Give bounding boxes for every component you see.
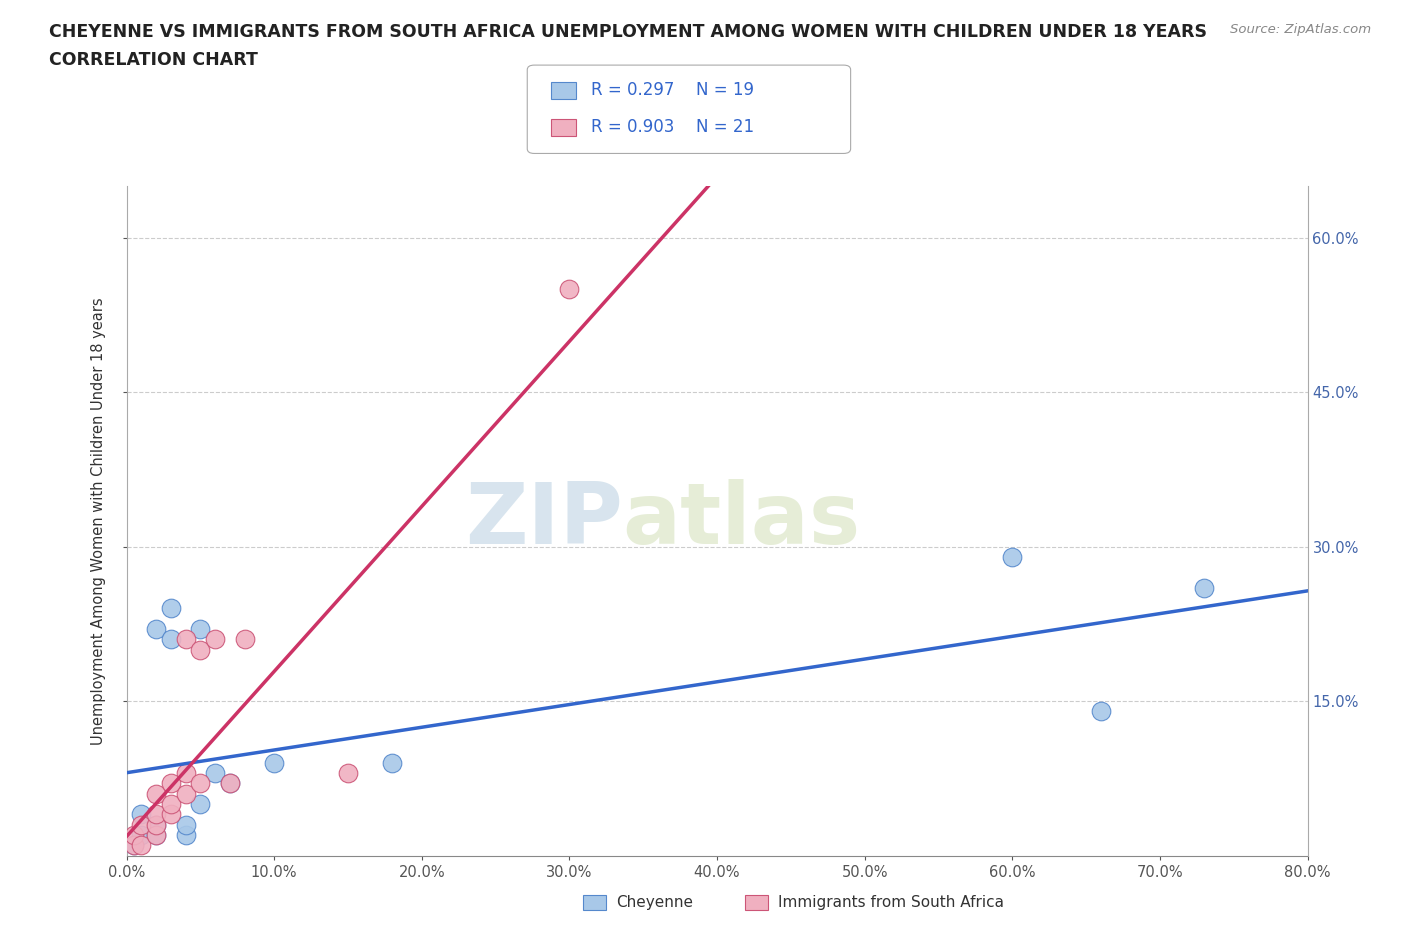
Point — [159, 797, 183, 812]
Point — [219, 776, 242, 790]
Point — [159, 601, 183, 616]
Point — [174, 765, 197, 780]
Point — [188, 797, 211, 812]
Point — [145, 787, 167, 802]
Y-axis label: Unemployment Among Women with Children Under 18 years: Unemployment Among Women with Children U… — [91, 297, 107, 745]
Point — [188, 621, 211, 636]
Text: R = 0.297: R = 0.297 — [591, 81, 673, 100]
Point — [122, 828, 145, 843]
Text: Immigrants from South Africa: Immigrants from South Africa — [778, 895, 1004, 910]
Point — [145, 621, 167, 636]
Point — [188, 776, 211, 790]
Point — [159, 631, 183, 646]
Point — [174, 787, 197, 802]
Point — [188, 642, 211, 657]
Point — [145, 807, 167, 822]
Point — [219, 776, 242, 790]
Point — [129, 838, 153, 853]
Point — [145, 817, 167, 832]
Point — [233, 631, 256, 646]
Point — [122, 838, 145, 853]
Text: N = 19: N = 19 — [696, 81, 754, 100]
Point — [1192, 580, 1215, 595]
Point — [145, 828, 167, 843]
Text: Source: ZipAtlas.com: Source: ZipAtlas.com — [1230, 23, 1371, 36]
Point — [381, 755, 404, 770]
Text: CHEYENNE VS IMMIGRANTS FROM SOUTH AFRICA UNEMPLOYMENT AMONG WOMEN WITH CHILDREN : CHEYENNE VS IMMIGRANTS FROM SOUTH AFRICA… — [49, 23, 1208, 41]
Point — [129, 817, 153, 832]
Point — [174, 828, 197, 843]
Text: CORRELATION CHART: CORRELATION CHART — [49, 51, 259, 69]
Point — [129, 807, 153, 822]
Text: ZIP: ZIP — [465, 479, 623, 563]
Point — [174, 817, 197, 832]
Point — [263, 755, 285, 770]
Point — [174, 631, 197, 646]
Point — [1090, 704, 1112, 719]
Point — [129, 828, 153, 843]
Point — [204, 765, 226, 780]
Point — [1001, 550, 1024, 565]
Text: R = 0.903: R = 0.903 — [591, 118, 673, 137]
Point — [159, 807, 183, 822]
Point — [558, 282, 581, 297]
Text: N = 21: N = 21 — [696, 118, 754, 137]
Text: atlas: atlas — [623, 479, 860, 563]
Point — [145, 828, 167, 843]
Point — [159, 776, 183, 790]
Point — [337, 765, 360, 780]
Point — [204, 631, 226, 646]
Text: Cheyenne: Cheyenne — [616, 895, 693, 910]
Point — [122, 838, 145, 853]
Point — [145, 817, 167, 832]
